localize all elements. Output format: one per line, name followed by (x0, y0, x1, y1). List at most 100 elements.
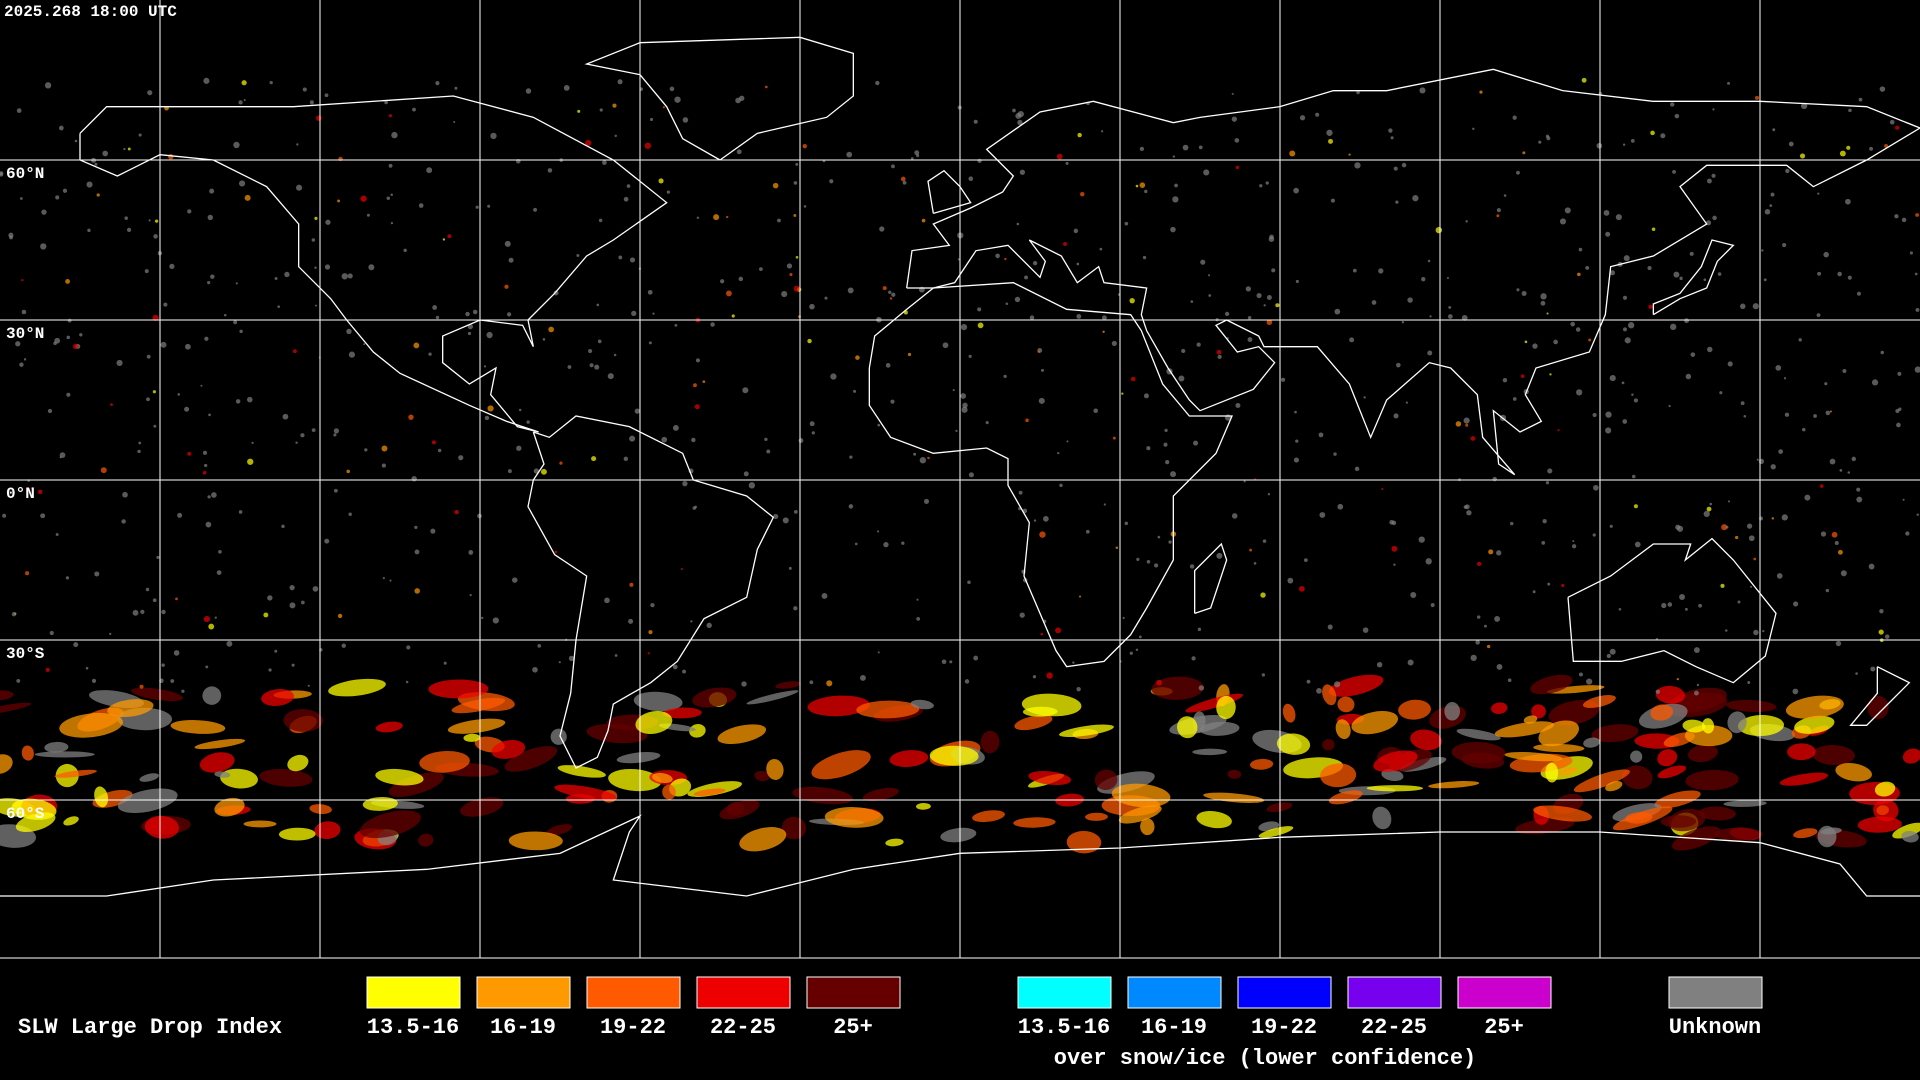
cloud-speck (1101, 315, 1107, 321)
cloud-speck (1486, 644, 1491, 649)
cloud-speck (66, 335, 71, 340)
cloud-speck (907, 352, 912, 357)
cloud-speck (1693, 647, 1700, 654)
cloud-patch (0, 702, 32, 716)
cloud-speck (146, 397, 150, 402)
cloud-speck (1174, 183, 1178, 188)
cloud-speck (1266, 294, 1272, 300)
cloud-speck (1609, 375, 1616, 382)
cloud-speck (1547, 468, 1553, 474)
cloud-speck (1660, 133, 1666, 139)
cloud-patch (1504, 751, 1563, 762)
cloud-speck (1884, 634, 1890, 639)
cloud-patch (491, 740, 526, 759)
cloud-speck (782, 517, 789, 524)
legend-label: 19-22 (1251, 1015, 1317, 1040)
cloud-patch (807, 695, 870, 717)
cloud-speck (284, 271, 290, 278)
cloud-speck (1076, 686, 1081, 692)
cloud-speck (1698, 603, 1703, 608)
cloud-patch (1793, 828, 1818, 839)
cloud-speck (1014, 296, 1021, 303)
cloud-patch (1491, 702, 1508, 715)
cloud-speck (1870, 666, 1876, 672)
cloud-speck (1703, 278, 1707, 282)
cloud-speck (1038, 397, 1045, 404)
cloud-speck (205, 521, 212, 528)
cloud-speck (1740, 303, 1746, 310)
cloud-patch (856, 700, 920, 719)
cloud-patch (1702, 718, 1715, 734)
cloud-speck (30, 487, 34, 490)
cloud-speck (1391, 545, 1398, 552)
cloud-speck (1033, 519, 1037, 522)
cloud-speck (1839, 150, 1846, 157)
cloud-speck (563, 84, 570, 91)
cloud-patch (1605, 780, 1623, 792)
cloud-speck (1267, 493, 1271, 496)
cloud-speck (233, 141, 240, 149)
cloud-speck (139, 684, 144, 689)
cloud-speck (1668, 404, 1671, 408)
cloud-patch (194, 738, 246, 750)
legend-note: over snow/ice (lower confidence) (1054, 1046, 1476, 1071)
cloud-speck (152, 390, 156, 394)
cloud-speck (588, 348, 593, 354)
cloud-speck (403, 248, 407, 253)
cloud-speck (1243, 480, 1246, 483)
cloud-speck (1327, 624, 1333, 630)
cloud-patch (1227, 769, 1242, 779)
cloud-speck (568, 655, 575, 661)
cloud-speck (795, 162, 799, 166)
cloud-patch (1258, 826, 1294, 838)
cloud-patch (1428, 781, 1480, 789)
cloud-speck (1463, 417, 1470, 424)
cloud-speck (1435, 226, 1442, 234)
cloud-speck (891, 164, 895, 169)
cloud-speck (268, 668, 272, 672)
cloud-speck (613, 353, 617, 357)
latitude-label: 30°S (6, 645, 45, 663)
legend: SLW Large Drop Index 13.5-16 16-19 19-22 22-… (18, 976, 1763, 1071)
cloud-patch (1625, 812, 1653, 824)
cloud-patch (144, 815, 179, 839)
cloud-speck (1540, 300, 1546, 306)
cloud-speck (1512, 115, 1517, 120)
cloud-patch (862, 787, 899, 802)
cloud-speck (487, 204, 491, 208)
cloud-patch (1817, 825, 1837, 848)
cloud-patch (972, 810, 1005, 823)
cloud-speck (876, 530, 880, 533)
cloud-speck (138, 133, 142, 137)
cloud-speck (1393, 413, 1399, 419)
cloud-speck (1381, 488, 1384, 491)
cloud-speck (1352, 268, 1357, 273)
cloud-speck (1712, 215, 1717, 221)
cloud-speck (672, 664, 678, 670)
cloud-speck (235, 282, 238, 285)
cloud-speck (1547, 582, 1551, 586)
cloud-speck (1005, 302, 1009, 305)
cloud-patch (243, 820, 277, 828)
cloud-speck (1496, 550, 1502, 556)
cloud-speck (267, 595, 273, 601)
cloud-speck (1235, 403, 1241, 409)
cloud-speck (205, 665, 209, 669)
cloud-speck (793, 181, 798, 185)
cloud-speck (65, 279, 70, 284)
cloud-speck (877, 423, 881, 427)
cloud-speck (124, 216, 129, 220)
cloud-speck (2, 513, 7, 518)
cloud-patch (1494, 721, 1555, 738)
cloud-speck (311, 238, 316, 242)
cloud-speck (1165, 459, 1170, 465)
cloud-speck (244, 194, 251, 201)
cloud-speck (548, 326, 554, 333)
cloud-speck (1549, 373, 1552, 376)
cloud-speck (1676, 678, 1679, 681)
cloud-speck (977, 158, 982, 163)
cloud-speck (79, 333, 83, 337)
cloud-speck (1135, 184, 1139, 188)
cloud-speck (467, 331, 472, 336)
cloud-speck (1040, 368, 1045, 372)
